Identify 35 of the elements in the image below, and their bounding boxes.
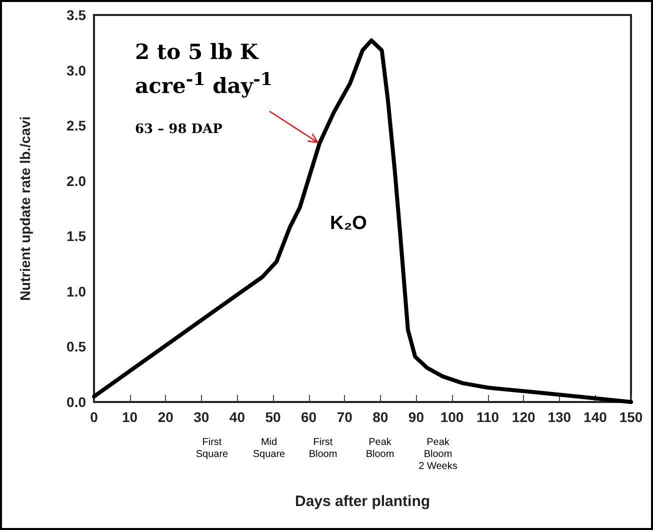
text: First Square: [196, 437, 228, 461]
y-tick-label: 0.0: [66, 394, 86, 410]
x-tick-label: 60: [301, 409, 317, 425]
y-tick-label: 3.0: [66, 62, 86, 78]
x-tick-label: 140: [584, 409, 608, 425]
x-tick-label: 90: [408, 409, 424, 425]
text: First Bloom: [308, 437, 338, 461]
y-axis-title: Nutrient update rate lb./cavi: [17, 116, 33, 301]
x-axis-title: Days after planting: [294, 493, 430, 510]
x-tick-label: 0: [90, 409, 98, 425]
text: Mid Square: [252, 437, 286, 461]
line-series: [92, 38, 633, 404]
annotation: 2 to 5 lb K acre$^{-1}$ day$^{-1}$: [135, 38, 274, 100]
x-tick-label: 70: [336, 409, 353, 425]
x-tick-label: 150: [619, 409, 643, 425]
y-tick-label: 3.5: [66, 7, 86, 23]
x-tick-label: 10: [122, 409, 138, 425]
y-tick-label: 2.0: [66, 172, 86, 189]
text: Peak Bloom 2 Weeks: [418, 437, 458, 473]
x-tick-label: 40: [229, 409, 246, 425]
y-tick-label: 1.5: [66, 228, 86, 244]
annotation: 63 – 98 DAP: [135, 122, 222, 137]
x-tick-label: 50: [265, 409, 281, 425]
annotation: K₂O: [330, 213, 367, 235]
y-tick-label: 1.0: [66, 283, 86, 300]
x-tick-label: 20: [158, 409, 174, 425]
x-tick-label: 120: [512, 409, 536, 425]
x-tick-label: 110: [476, 409, 500, 425]
x-tick-label: 100: [440, 409, 464, 425]
y-tick-label: 0.5: [66, 338, 86, 355]
x-tick-label: 30: [194, 409, 210, 425]
y-tick-label: 2.5: [66, 118, 86, 134]
text: Peak Bloom: [366, 437, 394, 461]
x-tick-label: 130: [548, 409, 572, 425]
x-tick-label: 80: [372, 409, 388, 425]
